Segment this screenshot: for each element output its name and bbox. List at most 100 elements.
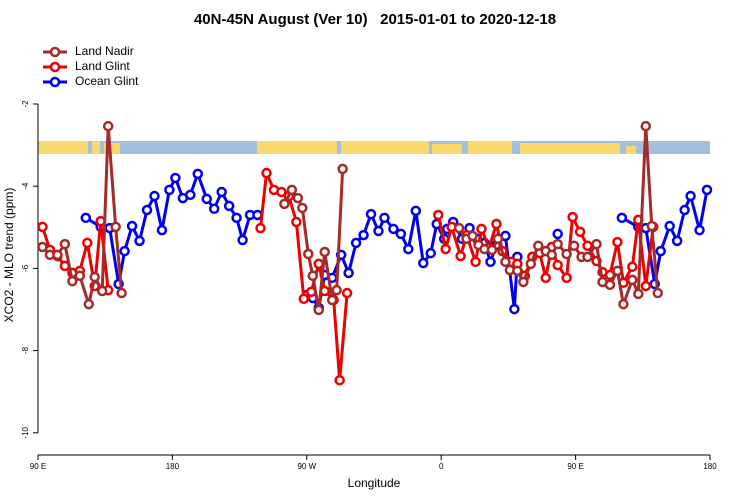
point: [591, 238, 602, 250]
point: [491, 218, 502, 230]
point: [331, 284, 342, 296]
point: [664, 220, 675, 232]
point: [201, 193, 212, 205]
point: [96, 285, 108, 297]
point: [440, 243, 451, 255]
point: [410, 205, 422, 217]
point: [685, 190, 696, 202]
point: [476, 223, 487, 235]
point: [313, 258, 324, 270]
point: [255, 222, 266, 234]
point: [388, 223, 399, 235]
point: [102, 120, 114, 132]
point: [655, 245, 666, 257]
point: [116, 287, 127, 299]
point: [582, 240, 593, 252]
point: [492, 233, 504, 245]
point: [156, 224, 168, 236]
point: [627, 261, 638, 273]
point: [216, 186, 227, 198]
point: [694, 224, 705, 236]
point: [671, 235, 683, 247]
point: [334, 374, 345, 386]
point: [326, 294, 338, 306]
y-tick-label: -10: [21, 426, 30, 438]
legend-marker: [49, 46, 61, 58]
band-land: [92, 141, 100, 154]
point: [546, 249, 557, 261]
point: [485, 256, 496, 268]
y-tick-label: -6: [21, 264, 30, 272]
point: [552, 228, 563, 240]
y-tick-label: -4: [21, 182, 30, 190]
point: [616, 212, 628, 224]
point: [701, 184, 713, 196]
point: [582, 251, 593, 263]
point: [192, 168, 204, 180]
point: [373, 225, 384, 237]
point: [231, 212, 242, 224]
land-ocean-band: [38, 141, 710, 154]
point: [540, 272, 551, 284]
point: [500, 256, 511, 268]
point: [37, 241, 48, 253]
point: [170, 172, 181, 184]
point: [455, 250, 466, 262]
x-tick-label: 90 E: [567, 462, 583, 471]
point: [679, 204, 690, 216]
x-axis-label: Longitude: [348, 476, 401, 490]
point: [612, 265, 623, 277]
point: [604, 279, 616, 291]
point: [350, 237, 362, 249]
band-land: [520, 143, 620, 154]
point: [313, 304, 324, 316]
point: [567, 211, 578, 223]
band-land: [468, 141, 512, 154]
point: [237, 234, 248, 246]
point: [80, 212, 92, 224]
point: [432, 209, 444, 221]
point: [418, 257, 429, 269]
point: [82, 237, 93, 249]
point: [337, 163, 348, 175]
point: [319, 246, 330, 258]
point: [365, 208, 377, 220]
point: [83, 298, 95, 310]
point: [286, 184, 298, 196]
legend-label: Ocean Glint: [75, 74, 139, 88]
x-tick-label: 180: [166, 462, 180, 471]
point: [552, 238, 563, 250]
point: [561, 272, 572, 284]
point: [52, 249, 63, 261]
point: [223, 200, 235, 212]
x-tick-label: 90 W: [297, 462, 316, 471]
chart-title: 40N-45N August (Ver 10) 2015-01-01 to 20…: [194, 11, 556, 28]
point: [395, 228, 407, 240]
point: [303, 248, 314, 260]
point: [509, 303, 520, 315]
point: [208, 203, 220, 215]
point: [341, 287, 353, 299]
x-tick-label: 0: [439, 462, 444, 471]
point: [119, 245, 130, 257]
band-land: [257, 141, 337, 154]
point: [343, 267, 354, 279]
band-land: [38, 141, 88, 154]
point: [110, 221, 121, 233]
point: [291, 216, 302, 228]
point: [261, 167, 272, 179]
band-land: [432, 144, 462, 154]
series: [37, 120, 663, 316]
point: [552, 259, 563, 271]
point: [518, 276, 529, 288]
point: [470, 256, 481, 268]
point: [640, 120, 652, 132]
point: [646, 220, 658, 232]
point: [568, 240, 580, 252]
point: [652, 287, 663, 299]
point: [298, 293, 310, 305]
x-tick-label: 90 E: [30, 462, 46, 471]
point: [453, 222, 465, 234]
point: [185, 189, 196, 201]
